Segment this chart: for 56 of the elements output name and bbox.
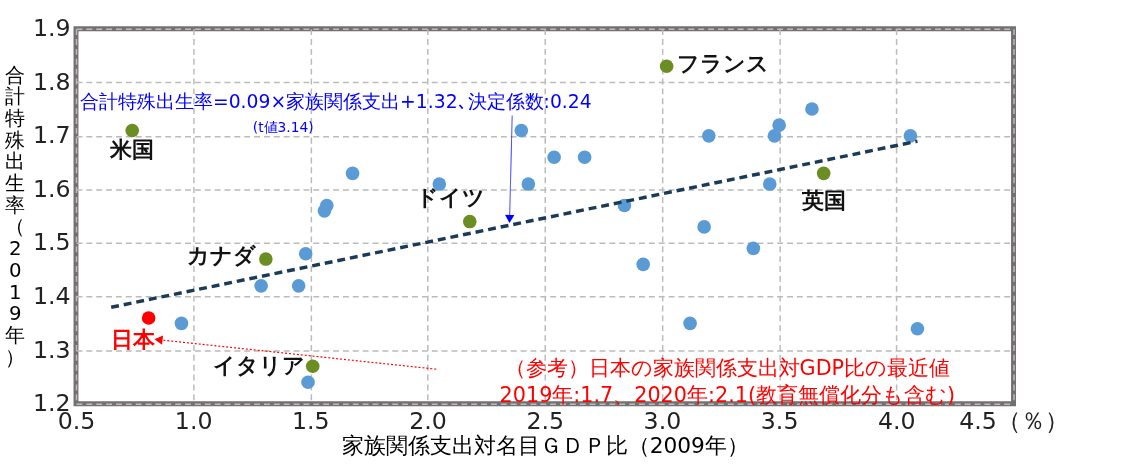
- point: [805, 102, 819, 116]
- annotation: 英国: [800, 187, 846, 213]
- annotation: 合計特殊出生率=0.09×家族関係支出+1.32､決定係数:0.24: [79, 90, 592, 112]
- annotation: 米国: [109, 137, 155, 163]
- point: [291, 279, 306, 293]
- y-tick-label: 1.5: [32, 228, 71, 257]
- text: 合計特殊出生率（2019年）: [5, 63, 26, 369]
- point: [683, 316, 697, 331]
- point: [141, 311, 156, 325]
- point: [659, 59, 674, 73]
- x-axis-title: 家族関係支出対名目ＧＤＰ比（2009年）: [341, 432, 749, 458]
- y-tick-label: 1.7: [32, 121, 71, 150]
- x-tick-label: 2.5: [526, 406, 565, 435]
- annotation: イタリア: [212, 353, 305, 379]
- y-tick-label: 1.3: [32, 335, 71, 364]
- point: [762, 177, 777, 191]
- point: [125, 123, 140, 138]
- point: [767, 129, 782, 143]
- x-tick-label: 4.0: [878, 406, 916, 435]
- point: [305, 359, 320, 373]
- point: [174, 316, 189, 331]
- point: [345, 166, 360, 181]
- point: [577, 150, 592, 165]
- point: [903, 129, 918, 143]
- x-tick-label: 1.5: [292, 406, 330, 435]
- point: [254, 279, 268, 293]
- point: [697, 220, 711, 234]
- point: [547, 150, 561, 165]
- annotation: (t値3.14): [252, 119, 314, 136]
- annotation: （参考）日本の家族関係支出対GDP比の最近値 2019年:1.7、2020年:2.1(教育無償化分も含む): [499, 356, 956, 407]
- annotation: フランス: [676, 51, 769, 77]
- y-tick-label: 1.8: [32, 67, 71, 96]
- point: [521, 177, 536, 191]
- x-tick-label: 2.0: [409, 406, 447, 435]
- annotation: カナダ: [186, 243, 257, 269]
- annotation: 日本: [110, 326, 156, 352]
- x-tick-label: 3.5: [760, 406, 799, 435]
- point: [910, 321, 925, 336]
- annotation: ドイツ: [415, 184, 485, 210]
- x-tick-label: 1.0: [174, 406, 213, 435]
- point: [772, 118, 786, 132]
- point: [259, 252, 273, 266]
- point: [462, 214, 477, 229]
- y-tick-label: 1.4: [32, 281, 71, 310]
- point: [702, 129, 716, 143]
- point: [816, 166, 831, 181]
- x-tick-label: 3.0: [643, 406, 682, 435]
- point: [746, 241, 761, 256]
- y-tick-label: 1.6: [32, 174, 71, 203]
- y-tick-label: 1.9: [32, 14, 71, 43]
- point: [319, 198, 334, 213]
- point: [636, 257, 650, 272]
- x-tick-label: 4.5（％）: [959, 406, 1069, 435]
- point: [301, 375, 315, 390]
- point: [514, 123, 529, 138]
- point: [298, 246, 313, 261]
